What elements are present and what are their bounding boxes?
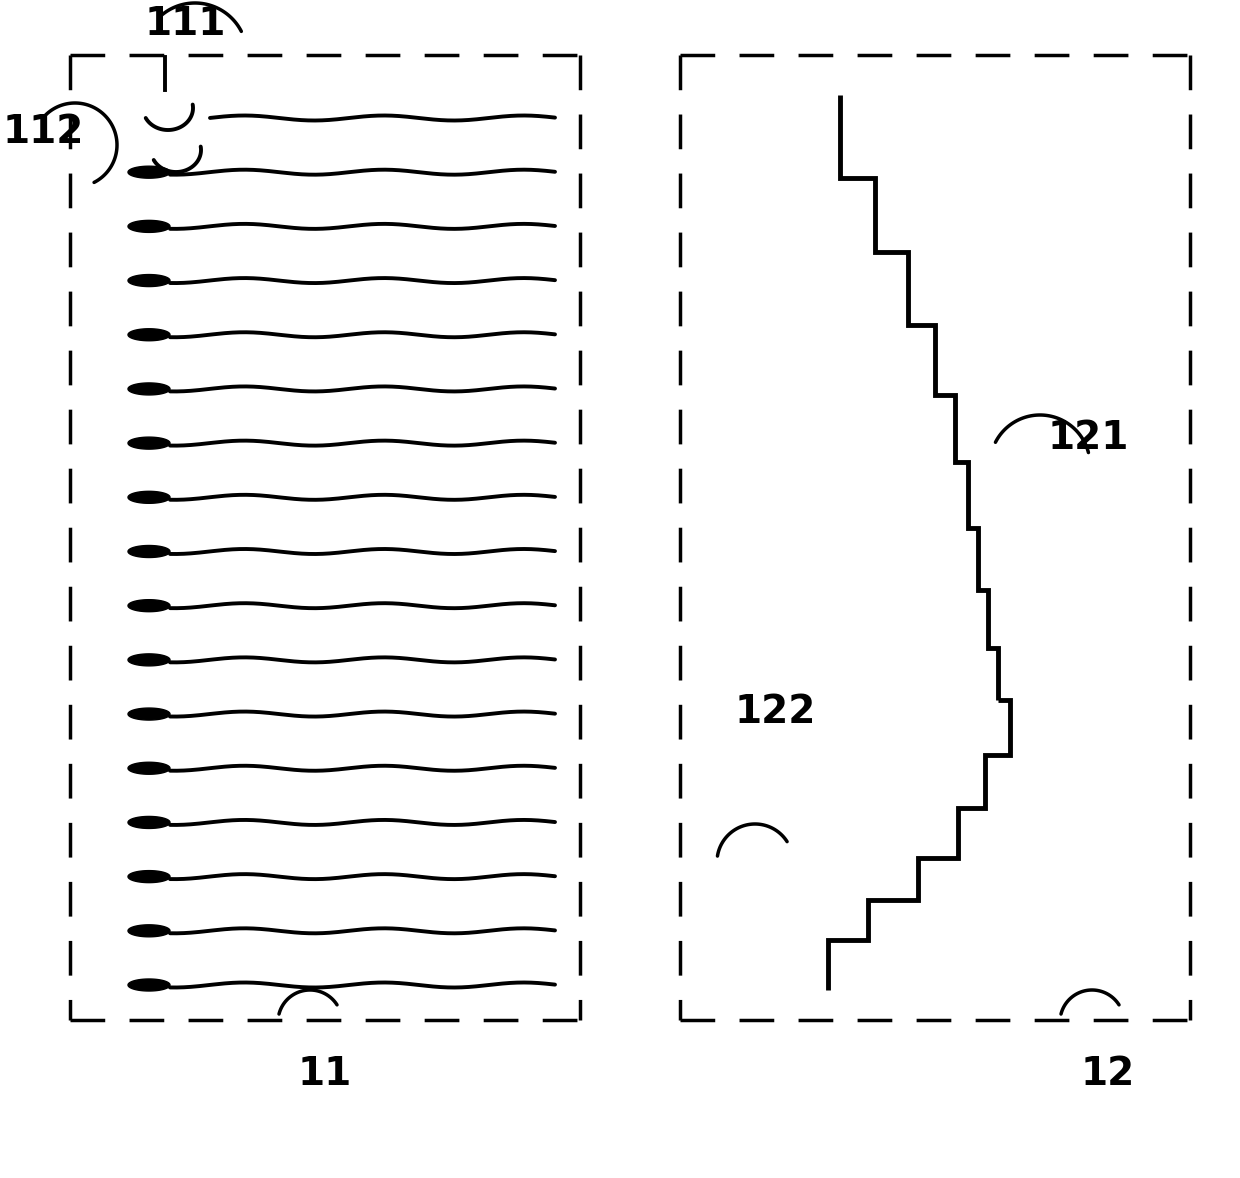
Polygon shape (128, 979, 170, 991)
Polygon shape (128, 871, 170, 882)
Text: 111: 111 (144, 5, 226, 44)
Polygon shape (128, 383, 170, 395)
Text: 121: 121 (1048, 419, 1130, 457)
Text: 11: 11 (298, 1055, 352, 1093)
Polygon shape (128, 600, 170, 611)
Polygon shape (128, 274, 170, 286)
Text: 122: 122 (735, 693, 816, 732)
Polygon shape (128, 762, 170, 774)
Polygon shape (128, 708, 170, 720)
Text: 112: 112 (2, 113, 84, 151)
Polygon shape (128, 654, 170, 666)
Polygon shape (128, 437, 170, 449)
Polygon shape (128, 925, 170, 937)
Polygon shape (128, 816, 170, 828)
Text: 12: 12 (1081, 1055, 1135, 1093)
Polygon shape (128, 220, 170, 232)
Polygon shape (128, 545, 170, 557)
Polygon shape (128, 491, 170, 503)
Polygon shape (128, 166, 170, 178)
Polygon shape (128, 329, 170, 340)
